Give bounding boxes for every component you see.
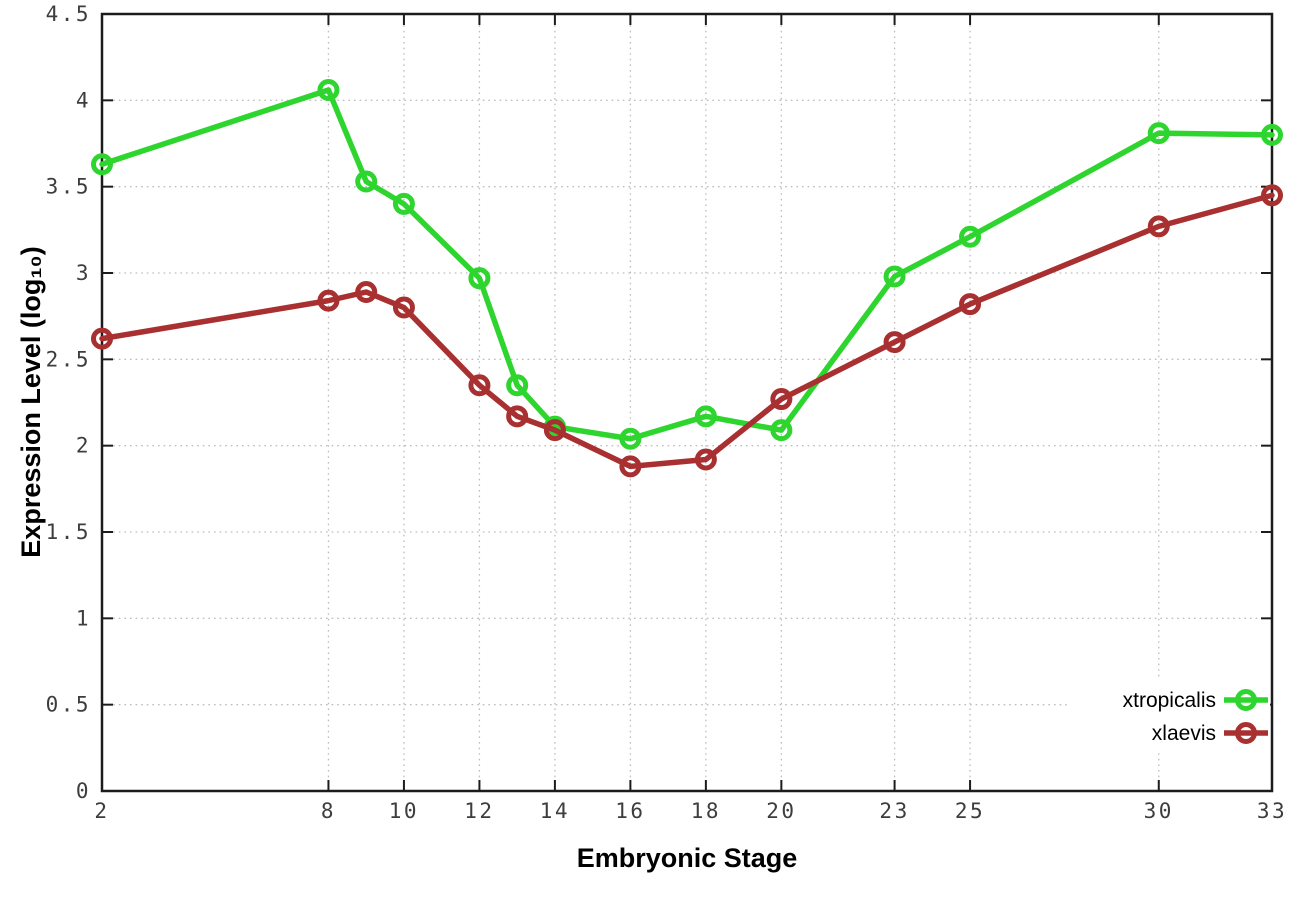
- data-point-xtropicalis: [91, 153, 113, 176]
- y-axis-title: Expression Level (log₁₀): [16, 246, 46, 557]
- data-point-xtropicalis: [506, 374, 529, 397]
- data-point-xtropicalis: [959, 225, 982, 248]
- data-point-xlaevis: [355, 280, 378, 303]
- tick-label-layer: 2 8 10 12 14 16 18 20 23 25 30 33 0 0.5 1 1.5 2 2.5 3 3.5 4 4…: [46, 2, 1287, 823]
- data-point-xlaevis: [1147, 215, 1170, 238]
- series-line-xtropicalis: [99, 87, 1275, 442]
- x-tick-label: 16: [615, 799, 645, 823]
- x-axis-title: Embryonic Stage: [577, 843, 798, 873]
- x-tick-label: 25: [955, 799, 985, 823]
- y-tick-label: 2: [76, 434, 91, 458]
- data-point-xlaevis: [91, 327, 113, 350]
- legend: xtropicalis xlaevis: [1067, 679, 1270, 751]
- legend-bg: [1067, 679, 1270, 751]
- x-tick-label: 18: [691, 799, 721, 823]
- data-point-xlaevis: [317, 289, 340, 312]
- data-point-xlaevis: [392, 296, 415, 319]
- y-tick-label: 1: [76, 606, 91, 630]
- legend-marker-circle-xtropicalis: [1235, 689, 1257, 711]
- data-point-xlaevis: [506, 405, 529, 428]
- x-tick-label: 2: [94, 799, 109, 823]
- data-point-xlaevis: [770, 388, 793, 411]
- plot-border: [100, 12, 1274, 793]
- x-tick-label: 23: [879, 799, 909, 823]
- data-point-xtropicalis: [392, 192, 415, 215]
- border-layer: [100, 12, 1274, 793]
- data-point-xtropicalis: [355, 170, 378, 193]
- legend-marker-circle-xlaevis: [1235, 722, 1257, 744]
- data-point-xlaevis: [959, 293, 982, 316]
- y-tick-label: 4.5: [46, 2, 91, 26]
- data-point-xlaevis: [694, 448, 717, 471]
- data-point-xtropicalis: [1147, 122, 1170, 145]
- data-point-xtropicalis: [770, 419, 793, 442]
- grid-layer: [102, 14, 1272, 791]
- data-point-xlaevis: [619, 455, 642, 478]
- data-point-xlaevis: [468, 374, 491, 397]
- x-tick-label: 8: [321, 799, 336, 823]
- data-point-xtropicalis: [619, 427, 642, 450]
- data-point-xtropicalis: [317, 78, 340, 101]
- data-point-xtropicalis: [694, 405, 717, 428]
- y-tick-label: 3.5: [46, 175, 91, 199]
- y-tick-label: 4: [76, 88, 91, 112]
- x-tick-label: 14: [540, 799, 570, 823]
- x-tick-label: 10: [389, 799, 419, 823]
- x-tick-label: 20: [766, 799, 796, 823]
- legend-label-xlaevis: xlaevis: [1152, 722, 1216, 745]
- series-layer: [91, 78, 1283, 478]
- data-point-xlaevis: [543, 419, 566, 442]
- data-point-xtropicalis: [468, 267, 491, 290]
- data-point-xlaevis: [1261, 184, 1283, 207]
- y-tick-label: 0.5: [46, 693, 91, 717]
- y-tick-label: 2.5: [46, 347, 91, 371]
- x-tick-label: 12: [464, 799, 494, 823]
- series-line-xlaevis: [99, 192, 1275, 470]
- legend-label-xtropicalis: xtropicalis: [1123, 689, 1216, 712]
- data-point-xtropicalis: [883, 265, 906, 288]
- y-tick-label: 0: [76, 779, 91, 803]
- x-tick-label: 33: [1257, 799, 1287, 823]
- x-tick-label: 30: [1144, 799, 1174, 823]
- data-point-xtropicalis: [1261, 123, 1283, 146]
- data-point-xlaevis: [883, 331, 906, 354]
- y-tick-label: 3: [76, 261, 91, 285]
- tick-layer: [101, 13, 1273, 792]
- y-tick-label: 1.5: [46, 520, 91, 544]
